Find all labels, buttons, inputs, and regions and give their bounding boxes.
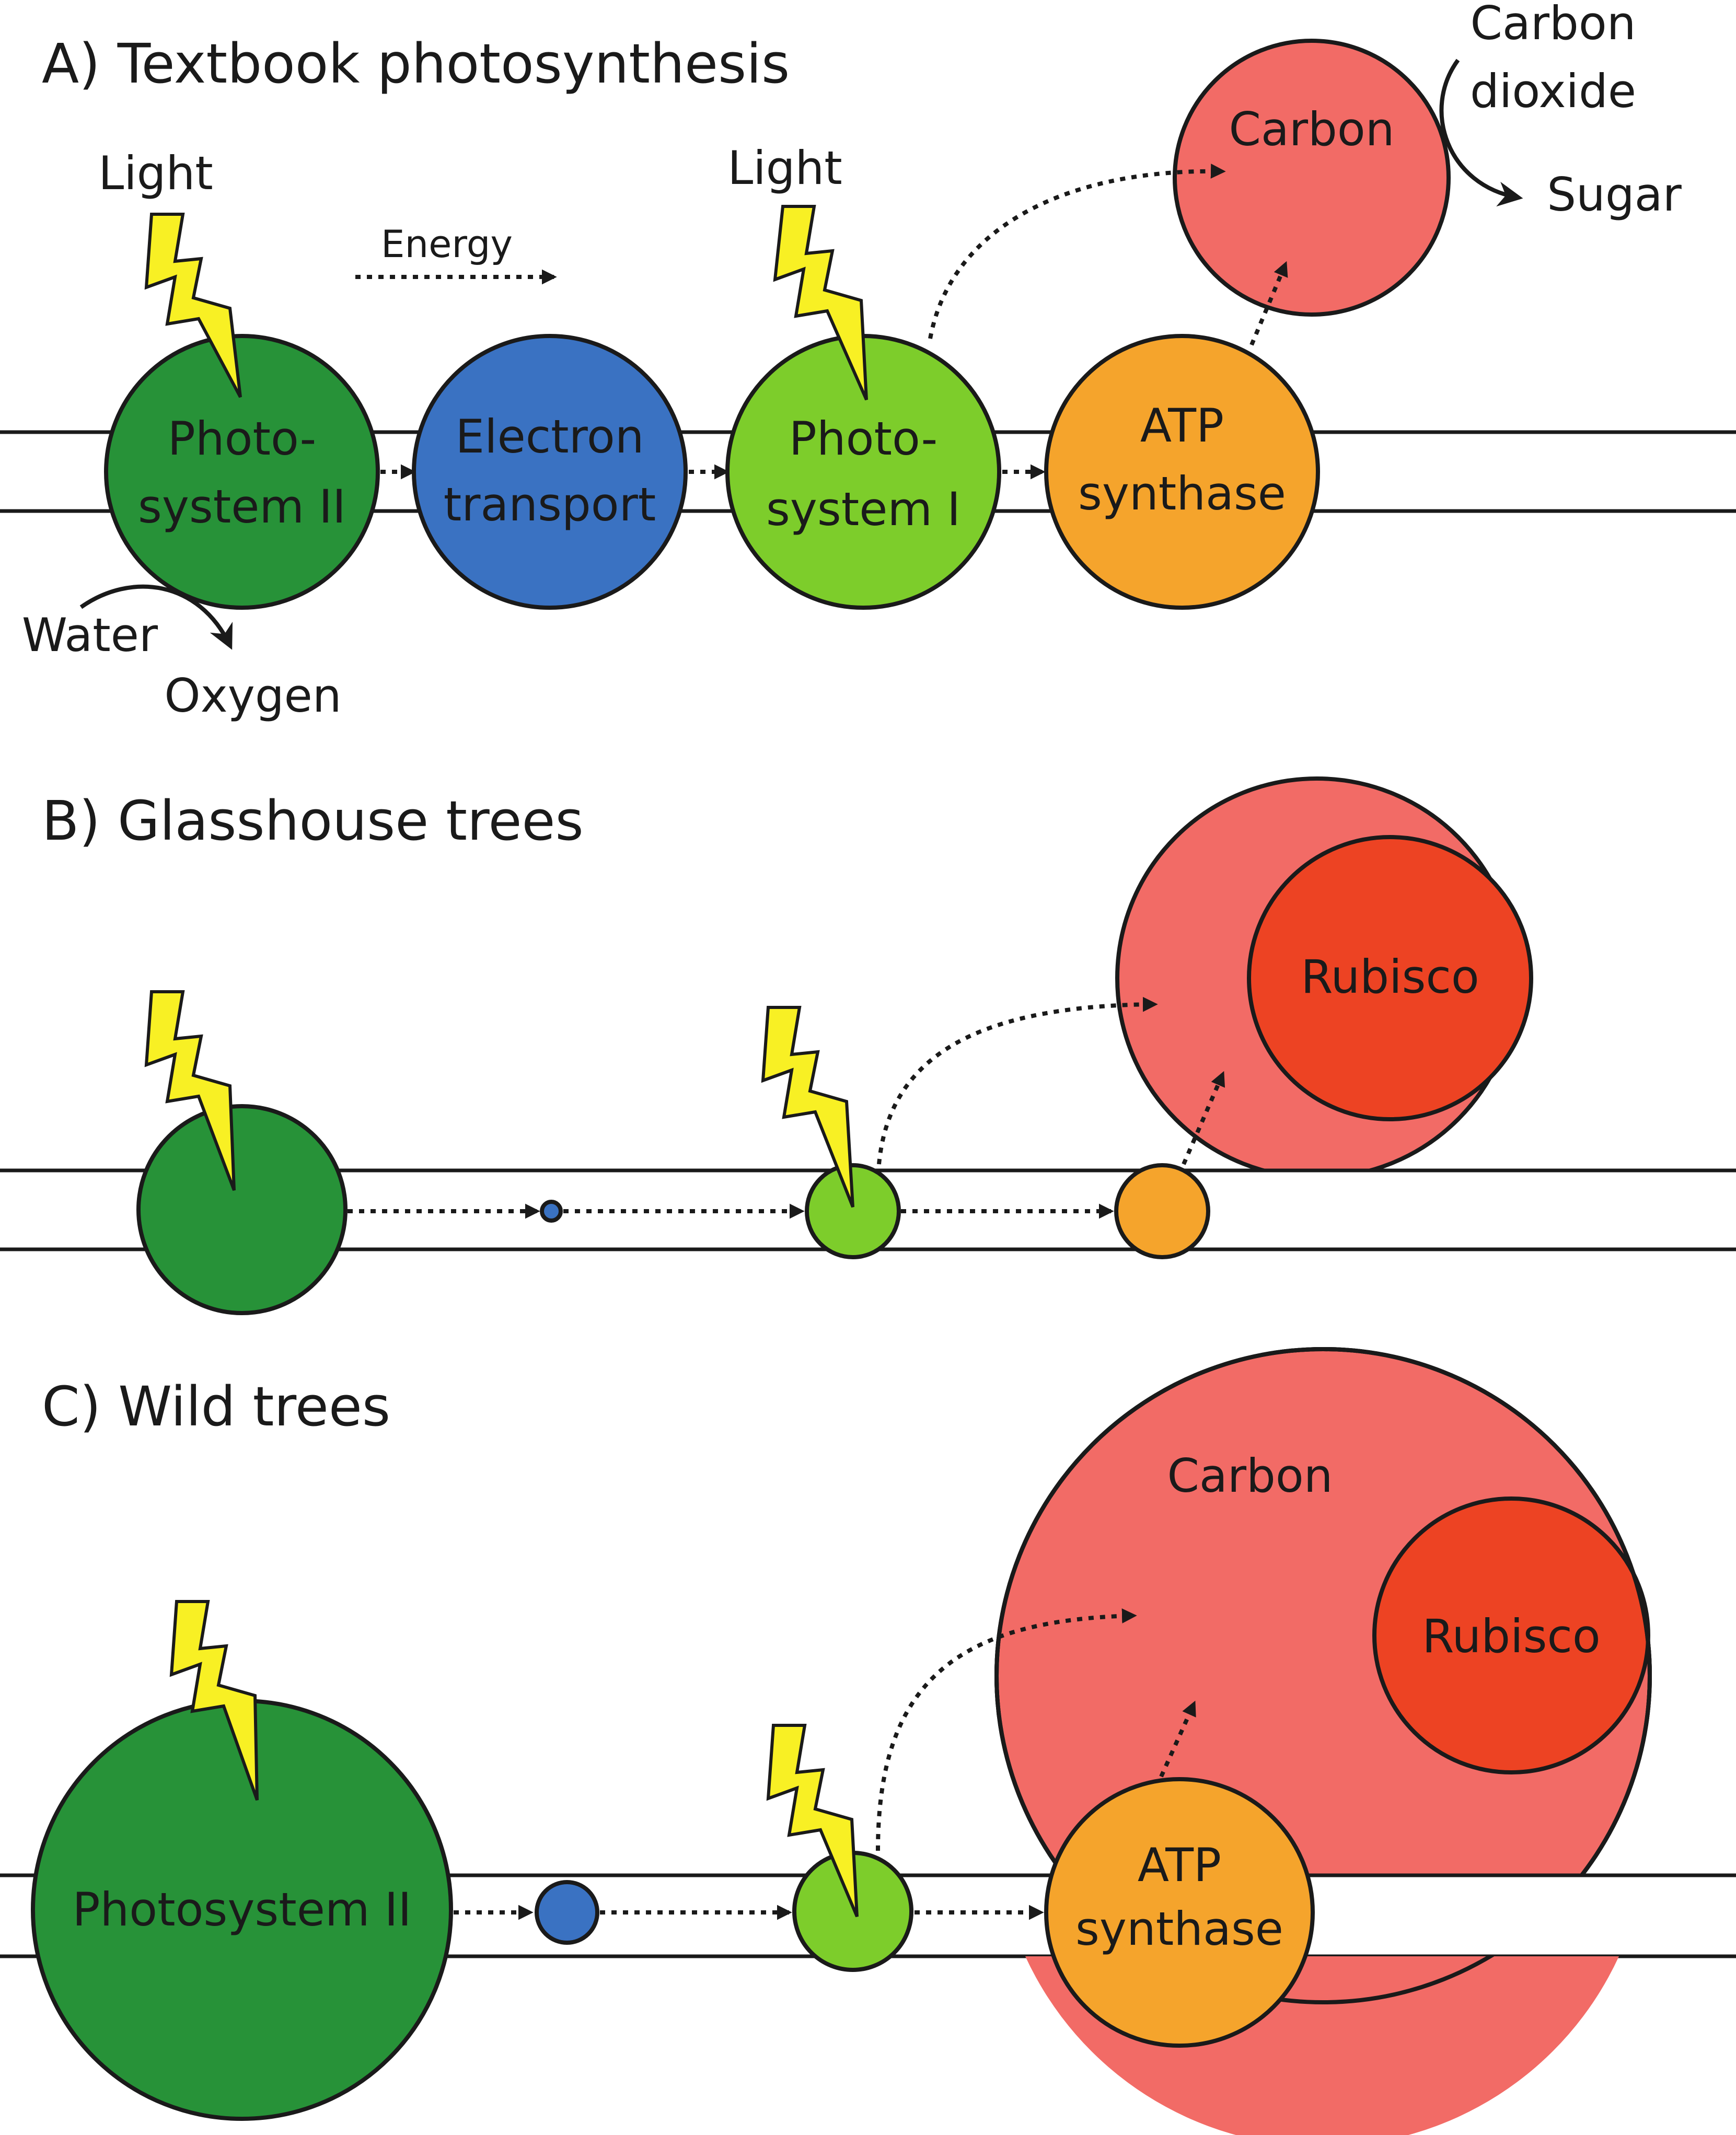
flow-arrow (1182, 1071, 1225, 1165)
flow-arrow (928, 164, 1226, 339)
photosystem-ii-label-line1: Photo- (168, 412, 316, 466)
electron-transport-c (535, 1880, 599, 1945)
co2-sugar-arrow (1439, 59, 1523, 207)
water-oxygen-arrow (79, 584, 233, 650)
atp-synthase-c (1044, 1777, 1315, 2048)
photosystem-ii-b (136, 1104, 348, 1315)
rubisco-label-c: Rubisco (1422, 1609, 1600, 1663)
carbon-a (1173, 39, 1451, 317)
photosystem-ii-label-line2: system II (138, 480, 346, 533)
rubisco-b (1247, 835, 1533, 1121)
photosystem-i-b (805, 1163, 901, 1259)
panel-b-title: B) Glasshouse trees (42, 789, 584, 853)
lightning-bolt-icon (766, 1724, 859, 1918)
lightning-bolt-icon (773, 205, 868, 401)
flow-arrow (1159, 1700, 1196, 1778)
panel-b: B) Glasshouse trees Rubisco (0, 776, 1736, 1315)
panel-a-title: A) Textbook photosynthesis (42, 32, 790, 96)
water-label: Water (22, 608, 158, 662)
electron-transport-label-line2: transport (444, 478, 656, 531)
lightning-bolt-icon (169, 1600, 259, 1801)
lightning-bolt-icon (144, 213, 242, 398)
flow-arrow (877, 996, 1158, 1165)
light-label-left: Light (98, 146, 213, 200)
oxygen-label: Oxygen (164, 669, 341, 723)
co2-label-line2: dioxide (1470, 64, 1636, 118)
atp-synthase-label-c-line2: synthase (1075, 1902, 1283, 1956)
atp-synthase-label-line2: synthase (1078, 467, 1286, 520)
atp-synthase-a (1044, 334, 1320, 610)
light-label-right: Light (727, 141, 842, 195)
sugar-label: Sugar (1547, 168, 1682, 222)
electron-transport-label-line1: Electron (456, 410, 644, 463)
atp-synthase-label-c-line1: ATP (1138, 1838, 1221, 1892)
energy-label: Energy (381, 222, 513, 266)
panel-c: C) Wild trees Carbon Rubisco Photosystem… (0, 1347, 1736, 2135)
electron-transport-a (412, 334, 688, 610)
photosystem-ii-label-c: Photosystem II (72, 1883, 411, 1936)
flow-arrow (1249, 261, 1288, 346)
lightning-bolt-icon (761, 1006, 854, 1208)
photosystem-i-label-line1: Photo- (789, 412, 938, 466)
carbon-label-a: Carbon (1229, 102, 1394, 156)
panel-c-title: C) Wild trees (42, 1375, 390, 1438)
photosystem-ii-a (104, 334, 380, 610)
lightning-bolt-icon (144, 990, 236, 1191)
atp-synthase-label-line1: ATP (1140, 399, 1224, 452)
electron-transport-b (540, 1200, 563, 1223)
carbon-c-lower-edge (994, 1347, 1652, 2004)
rubisco-label-b: Rubisco (1301, 950, 1479, 1004)
co2-label-line1: Carbon (1470, 0, 1636, 50)
panel-a: A) Textbook photosynthesis Photo- system… (0, 0, 1736, 723)
atp-synthase-b (1114, 1163, 1210, 1259)
photosystem-i-label-line2: system I (766, 482, 960, 536)
carbon-label-c: Carbon (1167, 1449, 1333, 1503)
